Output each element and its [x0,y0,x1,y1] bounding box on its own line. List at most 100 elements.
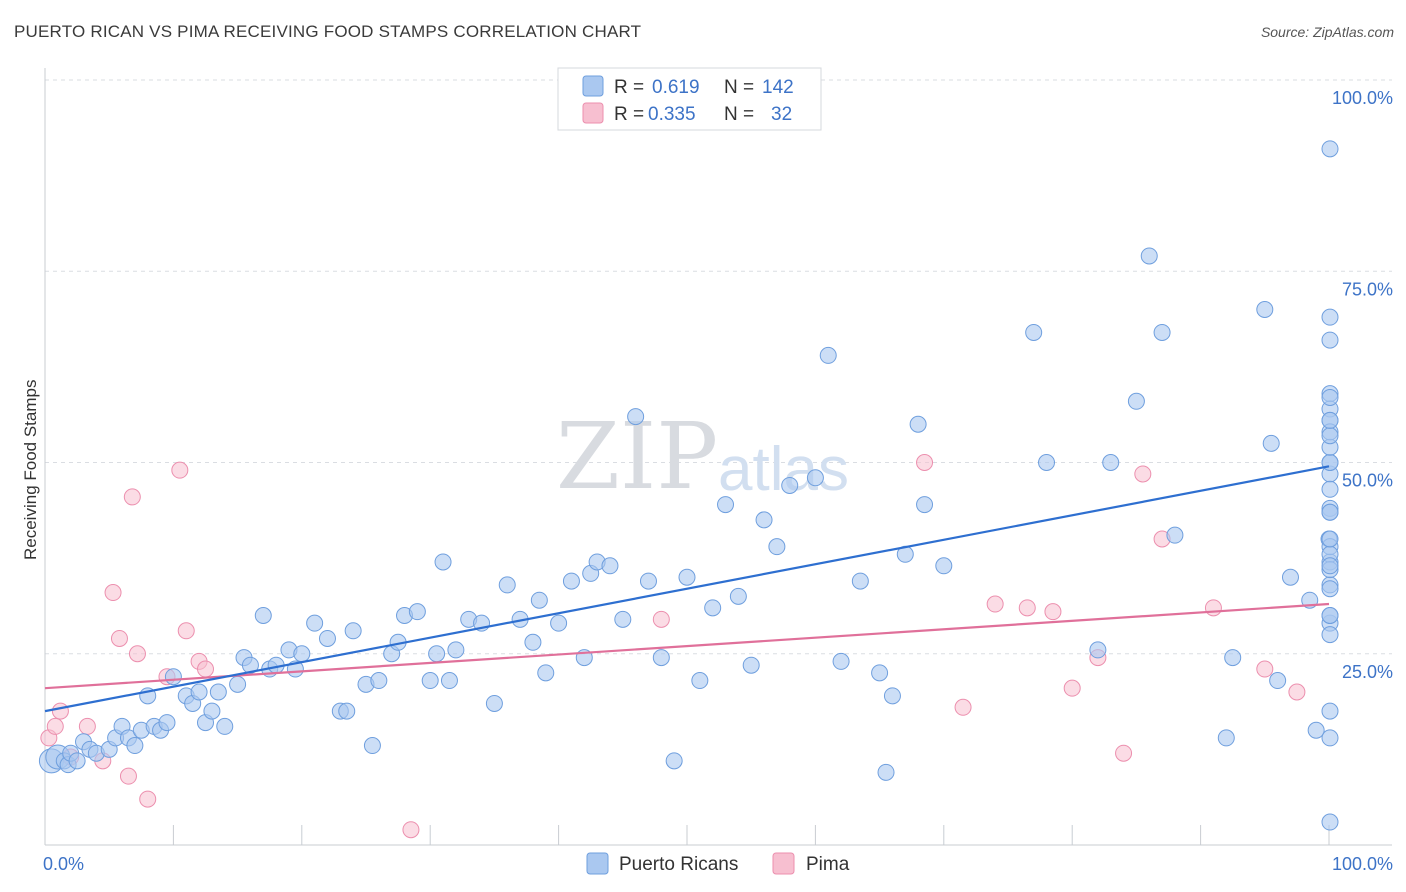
puerto-ricans-point-55 [485,694,503,712]
pima-point-2 [51,702,69,720]
puerto-ricans-point-100 [1217,729,1235,747]
puerto-ricans-point-19 [164,668,182,686]
puerto-ricans-point-47 [408,603,426,621]
puerto-ricans-point-141 [1321,140,1339,158]
puerto-ricans-point-42 [363,737,381,755]
puerto-ricans-point-18 [158,714,176,732]
puerto-ricans-point-51 [440,672,458,690]
puerto-ricans-point-89 [909,415,927,433]
pima-point-31 [1288,683,1306,701]
tick-labels: 25.0% 50.0% 75.0% 100.0% 0.0% 100.0% [43,88,1393,874]
puerto-ricans-point-110 [1321,331,1339,349]
puerto-ricans-point-90 [916,496,934,514]
legend-r-label-1: R = [614,77,644,98]
puerto-ricans-point-135 [1321,503,1339,521]
puerto-ricans-point-62 [562,572,580,590]
pima-point-1 [46,717,64,735]
puerto-ricans-point-66 [601,557,619,575]
pima-point-23 [1044,603,1062,621]
puerto-ricans-point-24 [203,702,221,720]
puerto-ricans-series [38,140,1339,831]
puerto-ricans-point-69 [639,572,657,590]
puerto-ricans-point-101 [1224,649,1242,667]
puerto-ricans-point-67 [614,610,632,628]
puerto-ricans-point-29 [241,656,259,674]
pima-point-7 [110,629,128,647]
puerto-ricans-point-82 [819,346,837,364]
puerto-ricans-point-75 [717,496,735,514]
puerto-ricans-point-83 [832,652,850,670]
puerto-ricans-point-56 [498,576,516,594]
legend-n-label-1: N = [724,77,754,98]
pima-point-11 [139,790,157,808]
puerto-ricans-point-91 [935,557,953,575]
pima-point-30 [1256,660,1274,678]
x-tick-label-1: 100.0% [1332,854,1393,874]
axes [44,68,1392,846]
x-tick-label-0: 0.0% [43,854,84,874]
series-legend: Puerto Ricans Pima [586,852,850,875]
puerto-ricans-point-35 [293,645,311,663]
pima-point-22 [1018,599,1036,617]
puerto-ricans-point-79 [768,538,786,556]
puerto-ricans-point-30 [254,607,272,624]
puerto-ricans-point-39 [338,702,356,720]
puerto-ricans-point-73 [691,672,709,690]
puerto-ricans-trend-line [44,465,1330,713]
puerto-ricans-point-68 [627,408,645,426]
puerto-ricans-point-87 [883,687,901,705]
puerto-ricans-point-86 [877,763,895,781]
puerto-ricans-point-104 [1269,672,1287,690]
pima-point-20 [954,698,972,716]
y-axis-label: Receiving Food Stamps [21,380,40,560]
legend-r-label-2: R = [614,104,644,125]
pima-point-6 [104,584,122,602]
legend-swatch-pima [582,102,604,124]
puerto-ricans-point-26 [216,717,234,735]
puerto-ricans-point-109 [1321,729,1339,747]
puerto-ricans-point-43 [370,672,388,690]
legend-r-value-2: 0.335 [648,104,696,125]
puerto-ricans-point-49 [428,645,446,663]
puerto-ricans-point-102 [1256,301,1274,318]
puerto-ricans-point-103 [1262,434,1280,452]
pima-point-21 [986,595,1004,613]
puerto-ricans-point-140 [1321,388,1339,406]
puerto-ricans-point-120 [1321,308,1339,326]
puerto-ricans-point-77 [742,656,760,674]
puerto-ricans-point-36 [306,614,324,632]
puerto-ricans-point-25 [209,683,227,701]
y-tick-label-3: 100.0% [1332,88,1393,108]
puerto-ricans-point-94 [1089,641,1107,659]
bottom-swatch-pima [772,852,795,875]
puerto-ricans-point-105 [1281,568,1299,586]
puerto-ricans-point-71 [665,752,683,770]
puerto-ricans-point-132 [1321,480,1339,498]
puerto-ricans-point-70 [652,649,670,667]
watermark-atlas: atlas [718,435,849,504]
stats-legend: R = 0.619 N = 142 R = 0.335 N = 32 [557,67,822,131]
puerto-ricans-point-37 [318,629,336,647]
source-label: Source: ZipAtlas.com [1260,24,1394,40]
puerto-ricans-point-128 [1321,607,1339,624]
legend-swatch-puerto-ricans [582,75,604,97]
y-tick-label-1: 50.0% [1342,471,1393,491]
puerto-ricans-point-72 [678,568,696,586]
puerto-ricans-point-80 [781,476,799,494]
puerto-ricans-point-76 [729,587,747,605]
legend-n-value-1: 142 [762,77,794,98]
puerto-ricans-point-139 [1321,411,1339,429]
pima-point-9 [123,488,141,506]
puerto-ricans-point-96 [1127,392,1145,410]
legend-r-value-1: 0.619 [652,77,700,98]
pima-point-14 [177,622,195,640]
bottom-legend-pima: Pima [806,854,850,875]
puerto-ricans-point-85 [871,664,889,682]
puerto-ricans-point-27 [229,675,247,693]
puerto-ricans-point-127 [1321,626,1339,644]
puerto-ricans-point-99 [1166,526,1184,544]
puerto-ricans-point-98 [1153,323,1171,341]
puerto-ricans-point-84 [851,572,869,590]
